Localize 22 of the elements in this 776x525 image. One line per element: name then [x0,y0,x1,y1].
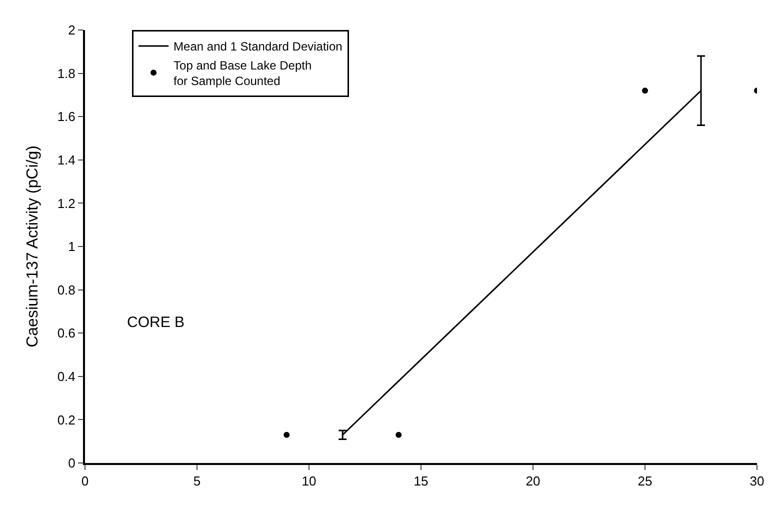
x-tick-label: 25 [638,474,652,489]
y-tick-label: 0 [68,456,76,471]
y-tick-label: 1 [68,239,76,254]
y-tick-label: 1.8 [57,66,76,81]
y-tick-label: 1.6 [57,109,76,124]
y-tick-label: 2 [68,22,76,38]
y-axis-title: Caesium-137 Activity (pCi/g) [24,146,42,348]
x-tick-label: 15 [414,474,428,489]
y-tick-label: 0.4 [57,368,76,384]
x-tick-label: 30 [750,474,764,489]
y-tick-label: 0.2 [57,412,76,428]
legend-label: Top and Base Lake Depth for Sample Counted [174,58,312,88]
legend-label: Mean and 1 Standard Deviation [174,40,342,54]
x-tick-label: 0 [81,474,89,489]
x-tick-label: 5 [193,474,201,489]
y-tick-label: 0.8 [57,282,76,298]
y-tick-label: 1.2 [57,196,76,211]
y-tick-label: 1.4 [57,152,76,168]
y-tick-label: 0.6 [57,326,76,341]
x-tick-label: 20 [526,474,540,489]
x-tick-label: 10 [302,474,316,489]
annotation: CORE B [127,314,185,331]
